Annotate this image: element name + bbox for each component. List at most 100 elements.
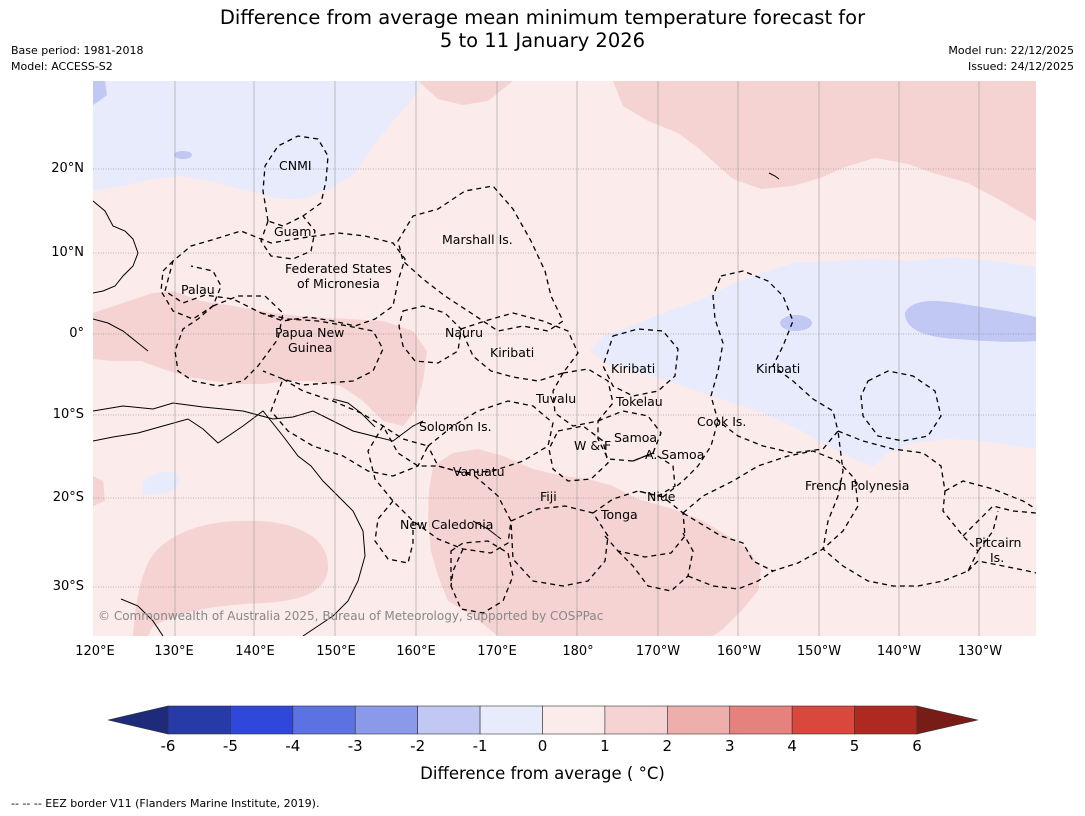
colorbar-cell [230,705,294,735]
region-label-fsm-1: Federated States [285,261,392,276]
anomaly-warm-north-small [418,81,513,105]
colorbar-cell [854,705,918,735]
eez-pitcairn-south [967,560,1036,574]
eez-nauru [398,305,462,364]
eez-marshall [397,185,564,332]
colorbar-tick-label: -1 [472,737,488,755]
latitude-lines [93,168,1036,588]
colorbar [108,705,978,735]
forecast-map [93,81,1036,636]
region-label-marshall: Marshall Is. [442,232,513,247]
region-label-pitcairn-1: Pitcairn [975,535,1022,550]
lat-label-0: 0° [69,326,84,341]
eez-samoa-cook [662,420,719,498]
eez-fiji [510,505,609,587]
region-label-kiribati-west: Kiribati [490,345,535,360]
region-label-palau: Palau [181,282,215,297]
anomaly-warm-australia [133,520,328,636]
lon-label-180: 180° [562,644,594,659]
region-label-guam: Guam [274,224,312,239]
anomaly-cool-coral-sea [143,471,180,495]
lon-label-140w: 140°W [876,644,922,659]
title-line-1: Difference from average mean minimum tem… [219,6,866,29]
colorbar-cell [729,705,793,735]
region-label-cnmi: CNMI [279,158,312,173]
eez-guam [260,215,316,260]
eez-vanuatu [367,424,512,554]
coast-southwest [120,598,164,636]
map-title: Difference from average mean minimum tem… [0,6,1085,52]
colorbar-tick-label: -5 [222,737,238,755]
region-label-fiji: Fiji [540,489,557,504]
region-label-samoa: Samoa [614,430,658,445]
lon-label-170e: 170°E [477,644,517,659]
model-run: Model run: 22/12/2025 [948,44,1074,57]
eez-footnote: -- -- -- EEZ border V11 (Flanders Marine… [11,797,320,810]
eez-solomon-north [270,378,429,477]
colorbar-tick-label: 6 [912,737,922,755]
region-label-french-polynesia: French Polynesia [805,478,910,493]
lat-label-10s: 10°S [52,407,84,422]
eez-new-caledonia [374,500,414,564]
colorbar-tick-label: 5 [849,737,860,755]
anomaly-cool-core-east [905,300,1036,342]
eez-png [260,312,384,386]
region-label-pitcairn-2: Is. [990,550,1005,565]
colorbar-tick-label: -4 [285,737,301,755]
colorbar-cell [292,705,356,735]
coast-hawaii [768,172,780,180]
region-label-nauru: Nauru [445,325,483,340]
coast-new-caledonia [472,520,502,540]
eez-kiribati-central [602,328,679,397]
colorbar-cell [791,705,855,735]
anomaly-cool-spot [174,151,192,159]
eez-niue [617,532,694,592]
eez-marquesas [860,370,942,442]
lon-label-120e: 120°E [75,644,115,659]
eez-palau [160,260,222,320]
meta-right: Model run: 22/12/2025 Issued: 24/12/2025 [948,43,1074,75]
colorbar-tick-label: 2 [662,737,673,755]
eez-pitcairn-west [977,510,999,552]
colorbar-cell [479,705,543,735]
lon-label-170w: 170°W [635,644,681,659]
coast-bougainville [332,398,376,428]
lat-label-20n: 20°N [51,161,84,176]
coast-australia-east [93,410,366,636]
coastlines [93,172,780,636]
colorbar-tick-label: -3 [347,737,363,755]
eez-kiribati-line [710,270,839,454]
anomaly-cool-core-mid [780,315,812,331]
region-label-american-samoa: A. Samoa [645,447,705,462]
meta-left: Base period: 1981-2018 Model: ACCESS-S2 [11,43,143,75]
anomaly-cool-corner [93,81,107,105]
region-label-vanuatu: Vanuatu [453,464,505,479]
eez-png-west [174,295,284,387]
copyright-notice: © Commonwealth of Australia 2025, Bureau… [98,609,604,623]
lon-label-160e: 160°E [396,644,436,659]
eez-tokelau [597,410,662,462]
region-label-niue: Niue [647,489,676,504]
lon-label-140e: 140°E [235,644,275,659]
model-name: Model: ACCESS-S2 [11,60,113,73]
region-label-wallis-futuna: W & F [574,438,612,453]
lat-label-30s: 30°S [52,579,84,594]
region-label-kiribati-east: Kiribati [756,361,801,376]
coast-west [93,318,149,352]
colorbar-tick-label: -6 [160,737,176,755]
eez-borders [160,135,1036,614]
issued-date: Issued: 24/12/2025 [967,60,1074,73]
eez-french-polynesia [822,429,979,587]
anomaly-warm-north [613,81,1036,221]
region-label-cook: Cook Is. [697,414,747,429]
colorbar-cells [167,705,918,735]
lat-label-20s: 20°S [52,490,84,505]
region-label-tonga: Tonga [601,507,638,522]
region-label-tuvalu: Tuvalu [536,391,577,406]
eez-american-samoa [632,452,676,497]
eez-french-polynesia-east [944,480,1036,510]
lat-label-10n: 10°N [51,245,84,260]
eez-fsm [164,230,406,327]
colorbar-tick-label: -2 [410,737,426,755]
colorbar-cell [354,705,418,735]
